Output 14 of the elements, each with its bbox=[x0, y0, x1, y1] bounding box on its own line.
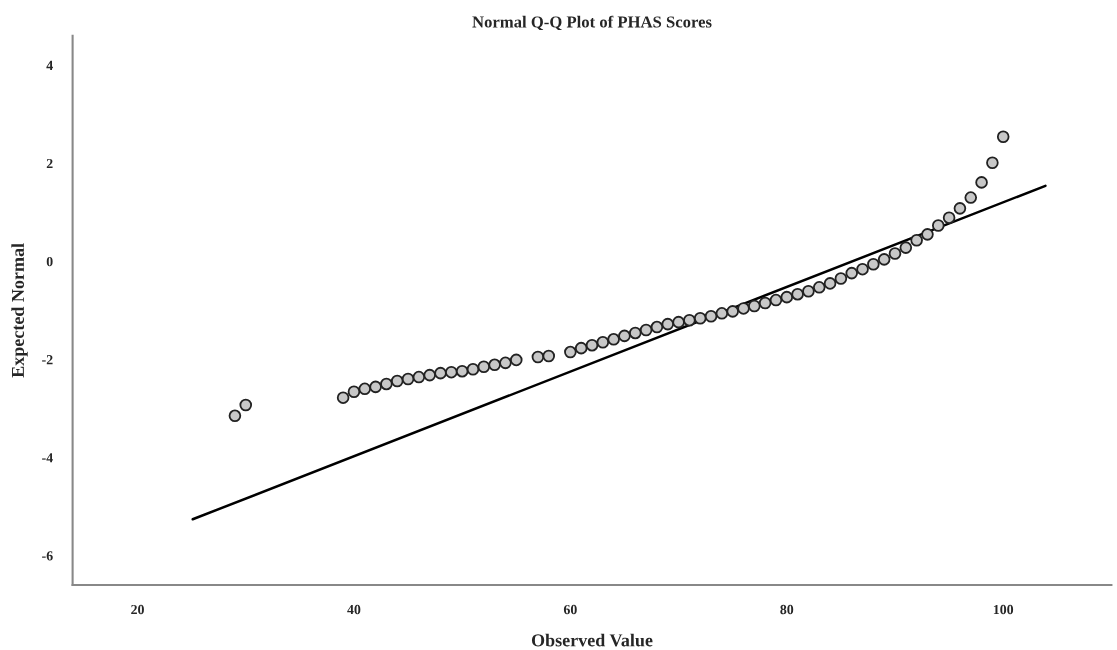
x-tick-label: 40 bbox=[347, 604, 361, 615]
x-tick-label: 60 bbox=[563, 604, 577, 615]
y-axis-title: Expected Normal bbox=[11, 243, 28, 378]
chart-title: Normal Q-Q Plot of PHAS Scores bbox=[472, 15, 712, 31]
y-tick-label: 0 bbox=[46, 256, 53, 267]
x-tick-label: 20 bbox=[131, 604, 144, 615]
y-tick-label: -2 bbox=[42, 355, 53, 365]
x-axis-title: Observed Value bbox=[531, 633, 653, 647]
y-tick-label: -6 bbox=[42, 551, 53, 561]
y-tick-label: 2 bbox=[46, 158, 53, 169]
y-tick-label: 4 bbox=[46, 60, 53, 70]
x-tick-label: 100 bbox=[993, 604, 1014, 615]
y-tick-label: -4 bbox=[42, 453, 53, 463]
x-tick-label: 80 bbox=[780, 604, 794, 615]
